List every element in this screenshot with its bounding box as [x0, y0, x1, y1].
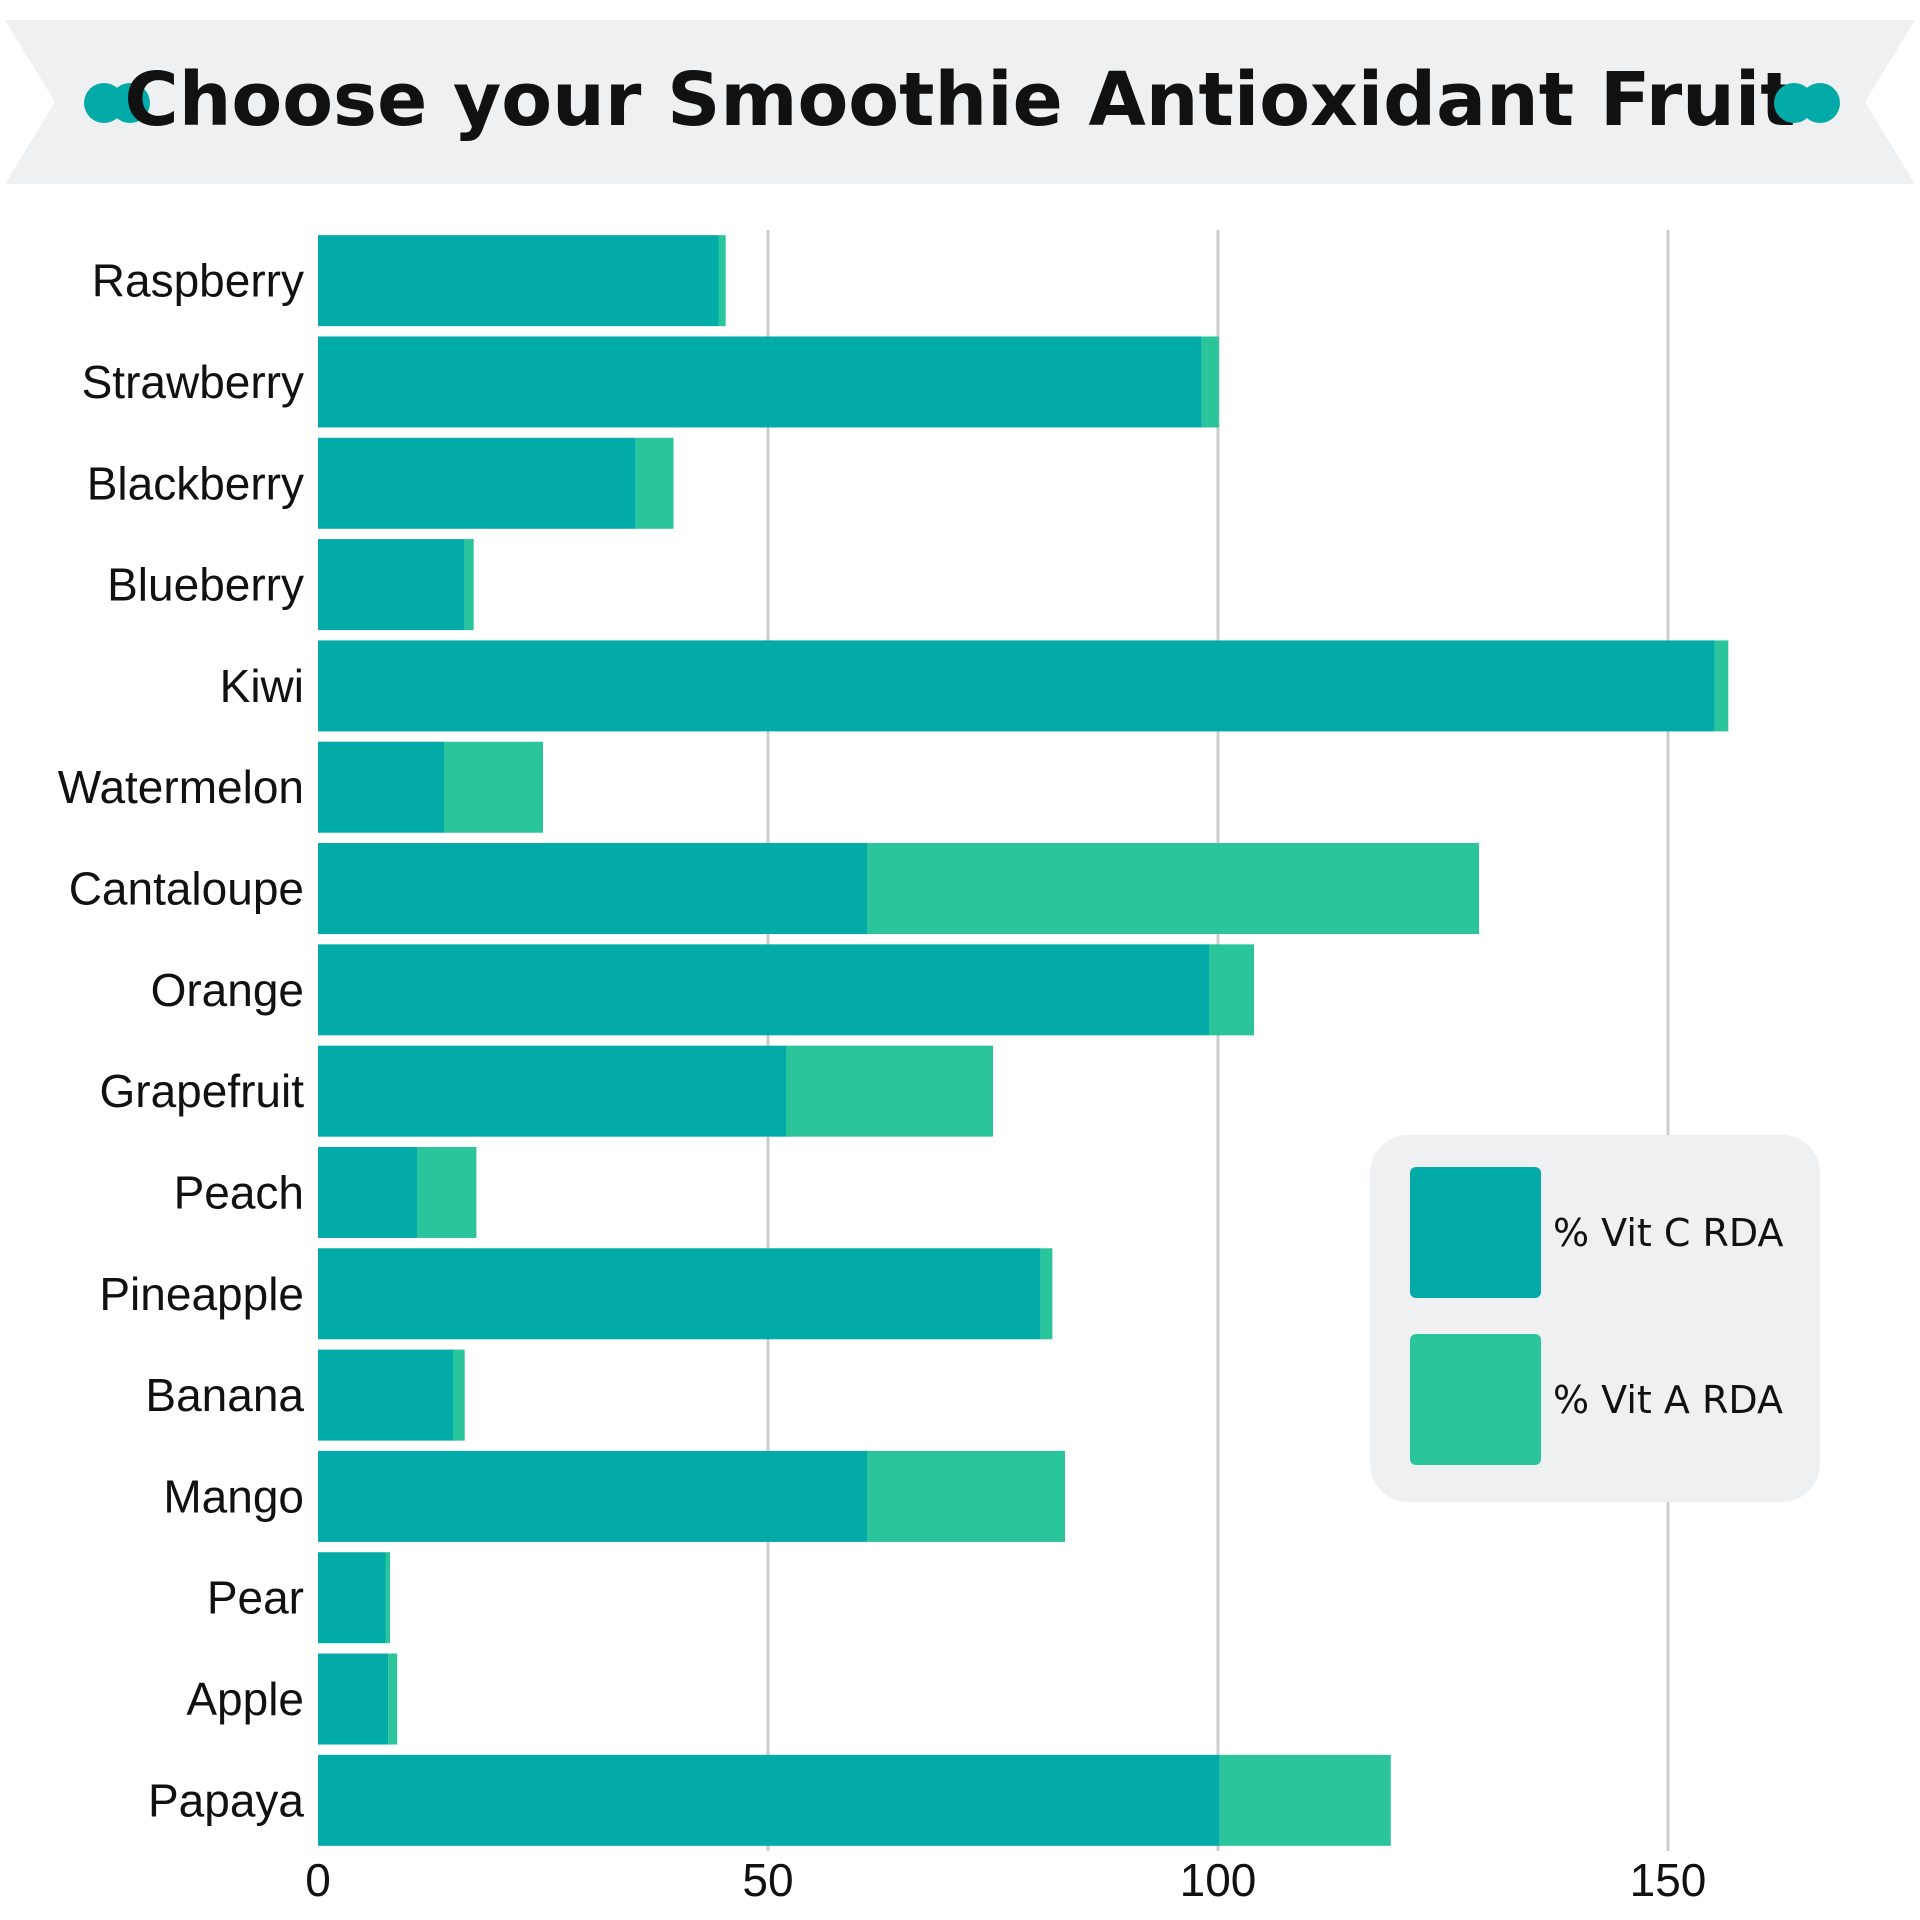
bar-strawberry-vit-c-rda: [318, 336, 1202, 428]
category-label-raspberry: Raspberry: [92, 255, 304, 307]
legend-swatch-vit-c: [1410, 1167, 1541, 1298]
category-label-strawberry: Strawberry: [82, 356, 304, 408]
bar-pear-vit-a-rda: [385, 1552, 390, 1644]
category-label-mango: Mango: [163, 1470, 304, 1522]
legend-label-vit-a: % Vit A RDA: [1553, 1378, 1783, 1422]
title-banner-background: [5, 20, 1915, 184]
bar-kiwi-vit-c-rda: [318, 640, 1715, 732]
chart-title: Choose your Smoothie Antioxidant Fruit: [124, 57, 1795, 143]
bar-cantaloupe-vit-c-rda: [318, 843, 867, 935]
category-label-orange: Orange: [151, 964, 304, 1016]
category-label-kiwi: Kiwi: [220, 660, 304, 712]
bar-watermelon-vit-a-rda: [444, 741, 543, 833]
category-label-banana: Banana: [145, 1369, 304, 1421]
grid-lines: [766, 230, 1670, 1851]
bar-peach-vit-a-rda: [417, 1146, 477, 1238]
bar-orange-vit-c-rda: [318, 944, 1209, 1036]
category-label-pear: Pear: [207, 1572, 304, 1624]
bar-cantaloupe-vit-a-rda: [867, 843, 1479, 935]
bar-grapefruit-vit-c-rda: [318, 1045, 786, 1137]
category-label-pineapple: Pineapple: [99, 1268, 304, 1320]
bar-blueberry-vit-a-rda: [464, 539, 474, 631]
category-label-apple: Apple: [186, 1673, 304, 1725]
category-label-papaya: Papaya: [148, 1774, 304, 1826]
bar-pear-vit-c-rda: [318, 1552, 386, 1644]
bar-mango-vit-c-rda: [318, 1450, 867, 1542]
title-dots-right-icon: [1774, 83, 1840, 123]
category-label-cantaloupe: Cantaloupe: [69, 863, 304, 915]
bar-papaya-vit-a-rda: [1219, 1754, 1391, 1846]
x-tick-label-100: 100: [1180, 1854, 1257, 1906]
bar-watermelon-vit-c-rda: [318, 741, 444, 833]
legend-swatch-vit-a: [1410, 1334, 1541, 1465]
bar-pineapple-vit-a-rda: [1040, 1248, 1053, 1340]
bar-papaya-vit-c-rda: [318, 1754, 1220, 1846]
title-dots-left-icon: [84, 83, 150, 123]
category-label-blueberry: Blueberry: [107, 559, 304, 611]
category-label-blackberry: Blackberry: [87, 457, 304, 509]
x-axis-tick-labels: 0 50 100 150: [305, 1854, 1706, 1906]
bar-orange-vit-a-rda: [1209, 944, 1254, 1036]
legend: % Vit C RDA % Vit A RDA: [1370, 1135, 1820, 1502]
bar-mango-vit-a-rda: [867, 1450, 1065, 1542]
x-tick-label-50: 50: [742, 1854, 793, 1906]
bar-raspberry-vit-c-rda: [318, 235, 719, 327]
bar-blackberry-vit-c-rda: [318, 437, 636, 529]
bar-blueberry-vit-c-rda: [318, 539, 465, 631]
bar-grapefruit-vit-a-rda: [786, 1045, 993, 1137]
bar-banana-vit-a-rda: [453, 1349, 465, 1441]
category-labels: Raspberry Strawberry Blackberry Blueberry Ki…: [58, 255, 305, 1827]
bar-apple-vit-a-rda: [388, 1653, 398, 1745]
bar-strawberry-vit-a-rda: [1201, 336, 1219, 428]
title-banner: Choose your Smoothie Antioxidant Fruit: [5, 20, 1915, 184]
bar-banana-vit-c-rda: [318, 1349, 453, 1441]
category-label-grapefruit: Grapefruit: [99, 1065, 304, 1117]
x-tick-label-0: 0: [305, 1854, 331, 1906]
bar-pineapple-vit-c-rda: [318, 1248, 1041, 1340]
bar-peach-vit-c-rda: [318, 1146, 417, 1238]
x-tick-label-150: 150: [1630, 1854, 1707, 1906]
bar-blackberry-vit-a-rda: [635, 437, 674, 529]
bar-apple-vit-c-rda: [318, 1653, 389, 1745]
category-label-peach: Peach: [174, 1166, 304, 1218]
bar-kiwi-vit-a-rda: [1714, 640, 1729, 732]
bars: [318, 235, 1729, 1846]
bar-raspberry-vit-a-rda: [718, 235, 726, 327]
category-label-watermelon: Watermelon: [58, 761, 304, 813]
legend-label-vit-c: % Vit C RDA: [1553, 1211, 1784, 1255]
